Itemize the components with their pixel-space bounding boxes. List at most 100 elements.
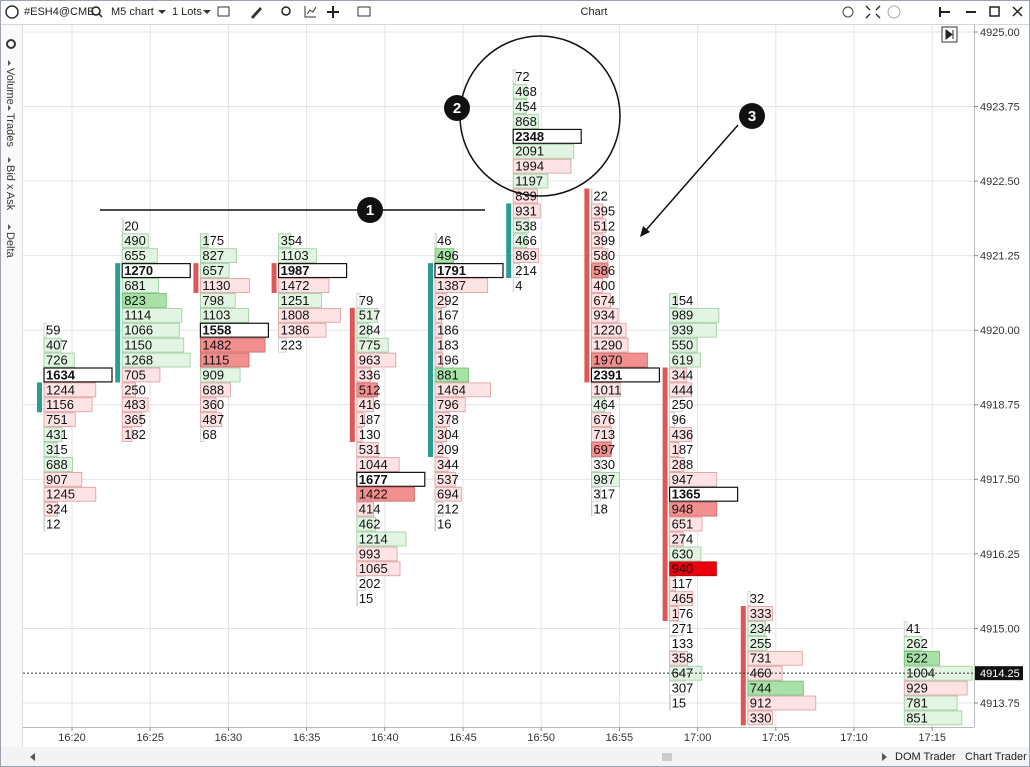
volume-cell — [591, 233, 604, 249]
volume-label: 182 — [124, 427, 146, 442]
volume-label: 2391 — [593, 367, 622, 382]
volume-label: 196 — [437, 352, 459, 367]
volume-label: 307 — [672, 681, 694, 696]
volume-label: 436 — [672, 427, 694, 442]
volume-cell — [747, 650, 803, 666]
volume-label: 462 — [359, 517, 381, 532]
scroll-left[interactable] — [30, 753, 35, 761]
side-panel-item[interactable]: Delta — [4, 232, 16, 259]
volume-label: 223 — [281, 338, 303, 353]
layout-icon[interactable] — [357, 6, 371, 17]
volume-cell — [747, 636, 768, 651]
poc-cell — [590, 367, 661, 383]
volume-cell — [434, 293, 447, 308]
search-icon[interactable] — [91, 6, 101, 16]
volume-label: 1472 — [281, 278, 310, 293]
indicator-icon[interactable] — [304, 6, 317, 18]
volume-cell — [903, 636, 923, 651]
side-panel-item[interactable]: Volume — [4, 68, 16, 105]
side-panel-item[interactable]: Trades — [4, 113, 16, 147]
volume-label: 444 — [672, 382, 694, 397]
side-panel-arrow — [8, 60, 11, 66]
scroll-right[interactable] — [882, 753, 887, 761]
volume-label: 186 — [437, 323, 459, 338]
side-panel-arrow — [8, 157, 11, 163]
candle-body — [115, 263, 121, 383]
volume-cell — [434, 516, 437, 532]
volume-cell — [669, 367, 688, 383]
close-button[interactable] — [1012, 6, 1023, 17]
volume-label: 490 — [124, 233, 146, 248]
template-icon[interactable] — [217, 6, 230, 17]
volume-label: 869 — [515, 248, 537, 263]
volume-cell — [669, 427, 692, 442]
volume-label: 304 — [437, 427, 459, 442]
add-icon[interactable] — [327, 6, 339, 18]
volume-label: 365 — [124, 412, 146, 427]
time-tick-label: 16:40 — [371, 732, 399, 744]
volume-label: 330 — [750, 710, 772, 725]
app-logo[interactable] — [5, 5, 19, 19]
scroll-end-icon — [945, 29, 954, 40]
volume-label: 531 — [359, 442, 381, 457]
window-title: Chart — [581, 6, 608, 18]
camera-icon[interactable] — [842, 6, 854, 18]
volume-label: 881 — [437, 367, 459, 382]
volume-cell — [669, 561, 717, 577]
volume-cell — [43, 352, 75, 368]
volume-label: 59 — [46, 323, 60, 338]
price-tick-label: 4925.00 — [980, 27, 1020, 39]
fullscreen-icon[interactable] — [865, 5, 881, 19]
volume-label: 324 — [46, 502, 68, 517]
scroll-thumb[interactable] — [662, 753, 672, 761]
volume-label: 963 — [359, 352, 381, 367]
volume-label: 1197 — [515, 174, 543, 189]
volume-label: 4 — [515, 278, 522, 293]
draw-icon[interactable] — [251, 7, 262, 19]
volume-cell — [121, 352, 191, 368]
volume-label: 187 — [359, 412, 381, 427]
side-panel-items: Volume Trades Bid x Ask Delta — [4, 60, 16, 259]
volume-cell — [903, 695, 958, 711]
volume-cell — [747, 591, 751, 606]
volume-label: 1044 — [359, 457, 388, 472]
volume-label: 468 — [515, 84, 537, 99]
time-tick-label: 16:25 — [136, 732, 164, 744]
volume-cell — [903, 621, 908, 636]
volume-cell — [747, 606, 774, 621]
side-panel-item[interactable]: Bid x Ask — [4, 165, 16, 211]
footer-tab[interactable]: DOM Trader — [895, 751, 956, 763]
volume-cell — [278, 278, 330, 293]
volume-cell — [669, 471, 718, 487]
candle-body — [37, 382, 42, 413]
zoom-icon[interactable] — [281, 6, 291, 16]
maximize-button[interactable] — [989, 6, 1000, 17]
dropdown-arrow — [158, 10, 166, 14]
volume-cell — [512, 233, 528, 249]
volume-cell — [43, 486, 97, 502]
volume-cell — [591, 457, 602, 472]
theme-icon[interactable] — [887, 5, 901, 19]
candle-body — [584, 188, 590, 383]
volume-label: 1065 — [359, 561, 388, 576]
timeframe[interactable]: M5 chart — [111, 6, 154, 18]
annotation-marker — [444, 95, 470, 121]
volume-label: 1970 — [593, 352, 622, 367]
volume-cell — [591, 322, 627, 338]
volume-label: 41 — [906, 621, 920, 636]
pin-icon[interactable] — [939, 7, 950, 17]
footer-tab[interactable]: Chart Trader — [965, 751, 1027, 763]
current-price-box — [975, 666, 1023, 681]
settings-icon[interactable] — [6, 39, 16, 49]
volume-cell — [512, 218, 530, 234]
symbol[interactable]: #ESH4@CME — [24, 6, 94, 18]
volume-cell — [434, 307, 442, 323]
poc-cell — [199, 322, 269, 338]
volume-cell — [121, 293, 167, 308]
volume-cell — [669, 337, 698, 353]
lots[interactable]: 1 Lots — [172, 6, 202, 18]
volume-label: 360 — [202, 397, 224, 412]
poc-cell — [278, 263, 348, 279]
volume-cell — [356, 442, 379, 457]
candle-body — [193, 263, 199, 293]
